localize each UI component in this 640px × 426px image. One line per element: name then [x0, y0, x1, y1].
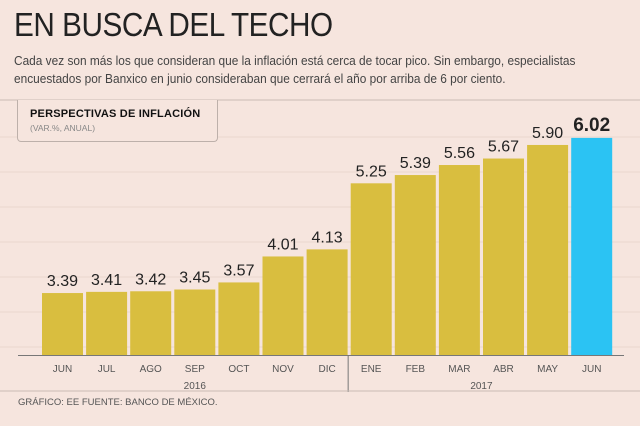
data-label: 4.13 [312, 229, 343, 246]
x-tick-label: ENE [361, 364, 382, 375]
data-label: 3.42 [135, 271, 166, 288]
x-tick-label: MAR [448, 364, 470, 375]
x-tick-label: MAY [537, 364, 558, 375]
data-label: 4.01 [267, 236, 298, 253]
x-tick-label: AGO [140, 364, 162, 375]
data-label: 6.02 [573, 115, 610, 136]
chart-title: EN BUSCA DEL TECHO [14, 6, 333, 43]
bar-ago-2 [130, 291, 172, 355]
bar-ene-7 [350, 183, 392, 355]
x-tick-label: FEB [406, 364, 426, 375]
data-label: 3.57 [223, 262, 254, 279]
data-label: 5.90 [532, 125, 563, 142]
x-tick-label: NOV [272, 364, 294, 375]
data-label: 3.41 [91, 272, 122, 289]
x-tick-label: DIC [318, 364, 335, 375]
x-tick-label: OCT [228, 364, 249, 375]
chart-subtitle: Cada vez son más los que consideran que … [14, 53, 576, 86]
bar-jun-0 [42, 293, 83, 355]
bar-may-11 [527, 144, 569, 355]
data-label: 5.67 [488, 139, 519, 156]
bar-jul-1 [86, 291, 128, 355]
x-tick-label: JUN [582, 364, 601, 375]
x-tick-label: SEP [185, 364, 205, 375]
year-label: 2017 [470, 381, 493, 392]
data-label: 5.39 [400, 155, 431, 172]
bar-sep-3 [174, 289, 216, 355]
source-footer: GRÁFICO: EE FUENTE: BANCO DE MÉXICO. [18, 397, 218, 408]
data-label: 3.39 [47, 273, 78, 290]
data-label: 5.25 [356, 163, 387, 180]
data-label: 3.45 [179, 270, 210, 287]
bar-oct-4 [218, 282, 260, 355]
x-tick-label: JUL [98, 364, 116, 375]
bar-nov-5 [262, 256, 304, 355]
legend-title: PERSPECTIVAS DE INFLACIÓN [30, 108, 201, 120]
bar-jun-12 [571, 137, 613, 355]
legend-subtitle: (VAR.%, ANUAL) [30, 123, 96, 133]
year-label: 2016 [184, 381, 207, 392]
data-label: 5.56 [444, 145, 475, 162]
legend-box: PERSPECTIVAS DE INFLACIÓN (VAR.%, ANUAL) [17, 100, 218, 142]
x-tick-label: JUN [53, 364, 72, 375]
bar-mar-9 [438, 165, 480, 355]
bar-feb-8 [394, 175, 436, 355]
bar-dic-6 [306, 249, 348, 355]
bar-abr-10 [483, 158, 524, 355]
x-tick-label: ABR [493, 364, 514, 375]
